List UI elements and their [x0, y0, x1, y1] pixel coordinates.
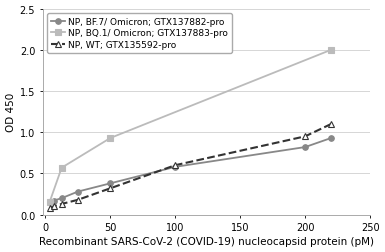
Y-axis label: OD 450: OD 450 — [5, 92, 15, 132]
X-axis label: Recombinant SARS-CoV-2 (COVID-19) nucleocapsid protein (pM): Recombinant SARS-CoV-2 (COVID-19) nucleo… — [39, 237, 374, 246]
Legend: NP, BF.7/ Omicron; GTX137882-pro, NP, BQ.1/ Omicron; GTX137883-pro, NP, WT; GTX1: NP, BF.7/ Omicron; GTX137882-pro, NP, BQ… — [47, 14, 232, 53]
